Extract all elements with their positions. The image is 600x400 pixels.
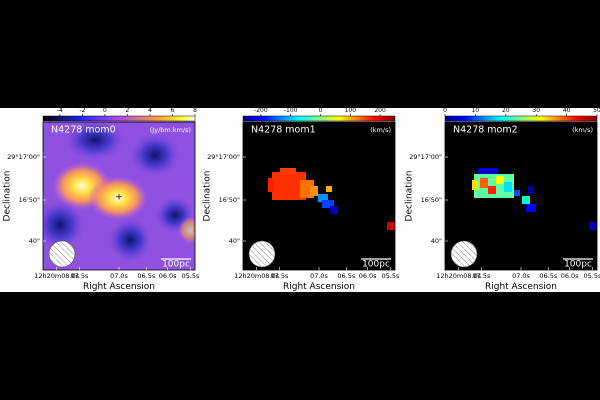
- x-tick-label: 12h20m08.0s: [34, 272, 79, 280]
- y-tick-label: 29°17'00": [409, 153, 442, 161]
- colorbar: [444, 115, 598, 122]
- colorbar-tick-label: 8: [193, 107, 197, 114]
- colorbar-tick-label: 0: [443, 107, 447, 114]
- x-tick-label: 07.5s: [71, 272, 89, 280]
- center-marker: +: [115, 193, 123, 203]
- y-tick-label: 29°17'00": [207, 153, 240, 161]
- x-tick-label: 12h20m08.0s: [234, 272, 279, 280]
- x-tick-label: 07.5s: [271, 272, 289, 280]
- y-tick-label: 16'50": [19, 196, 40, 204]
- colorbar-tick-label: 10: [472, 107, 480, 114]
- x-tick-label: 07.0s: [310, 272, 328, 280]
- beam: [450, 240, 478, 268]
- colorbar-tick-label: 100: [345, 107, 357, 114]
- y-axis-label: Declination: [3, 171, 13, 222]
- x-tick-label: 06.0s: [359, 272, 377, 280]
- x-axis-label: Right Ascension: [485, 282, 557, 292]
- colorbar-tick-label: 2: [126, 107, 130, 114]
- x-tick-label: 06.0s: [561, 272, 579, 280]
- panel-title: N4278 mom0: [51, 125, 116, 136]
- colorbar-tick-label: -200: [254, 107, 268, 114]
- scale-bar-label: 100pc: [564, 260, 592, 270]
- scale-bar-label: 100pc: [162, 260, 190, 270]
- y-tick-label: 40": [229, 237, 240, 245]
- colorbar-tick-label: 6: [171, 107, 175, 114]
- colorbar-tick-label: 20: [502, 107, 510, 114]
- x-tick-label: 07.5s: [473, 272, 491, 280]
- colorbar-tick-label: -4: [57, 107, 63, 114]
- colorbar-tick-label: -100: [284, 107, 298, 114]
- panel-title: N4278 mom1: [251, 125, 316, 136]
- beam: [48, 240, 76, 268]
- colorbar-tick-label: 4: [148, 107, 152, 114]
- scale-bar-label: 100pc: [362, 260, 390, 270]
- unit-label: (Jy/bm.km/s): [150, 126, 191, 134]
- colorbar-tick-label: 40: [563, 107, 571, 114]
- x-tick-label: 06.0s: [159, 272, 177, 280]
- x-tick-label: 05.5s: [182, 272, 200, 280]
- unit-label: (km/s): [572, 126, 593, 134]
- colorbar-tick-label: 0: [319, 107, 323, 114]
- unit-label: (km/s): [370, 126, 391, 134]
- y-tick-label: 40": [29, 237, 40, 245]
- y-tick-label: 16'50": [219, 196, 240, 204]
- colorbar-tick-label: 50: [593, 107, 600, 114]
- x-tick-label: 07.0s: [110, 272, 128, 280]
- x-axis-label: Right Ascension: [283, 282, 355, 292]
- x-tick-label: 05.5s: [382, 272, 400, 280]
- colorbar: [242, 115, 396, 122]
- x-tick-label: 06.5s: [539, 272, 557, 280]
- panel-title: N4278 mom2: [453, 125, 518, 136]
- x-tick-label: 06.5s: [337, 272, 355, 280]
- mom2-emission: [472, 168, 597, 230]
- y-axis-label: Declination: [203, 171, 213, 222]
- y-tick-label: 40": [431, 237, 442, 245]
- colorbar-tick-label: 30: [532, 107, 540, 114]
- x-tick-label: 05.5s: [584, 272, 600, 280]
- colorbar-tick-label: -2: [79, 107, 85, 114]
- x-tick-label: 12h20m08.0s: [436, 272, 481, 280]
- colorbar: [42, 115, 196, 122]
- beam: [248, 240, 276, 268]
- mom0-image: [43, 122, 195, 270]
- colorbar-tick-label: 0: [103, 107, 107, 114]
- colorbar-tick-label: 200: [374, 107, 386, 114]
- x-tick-label: 06.5s: [137, 272, 155, 280]
- x-axis-label: Right Ascension: [83, 282, 155, 292]
- y-tick-label: 29°17'00": [7, 153, 40, 161]
- y-tick-label: 16'50": [421, 196, 442, 204]
- mom1-emission: [268, 168, 395, 230]
- x-tick-label: 07.0s: [512, 272, 530, 280]
- y-axis-label: Declination: [405, 171, 415, 222]
